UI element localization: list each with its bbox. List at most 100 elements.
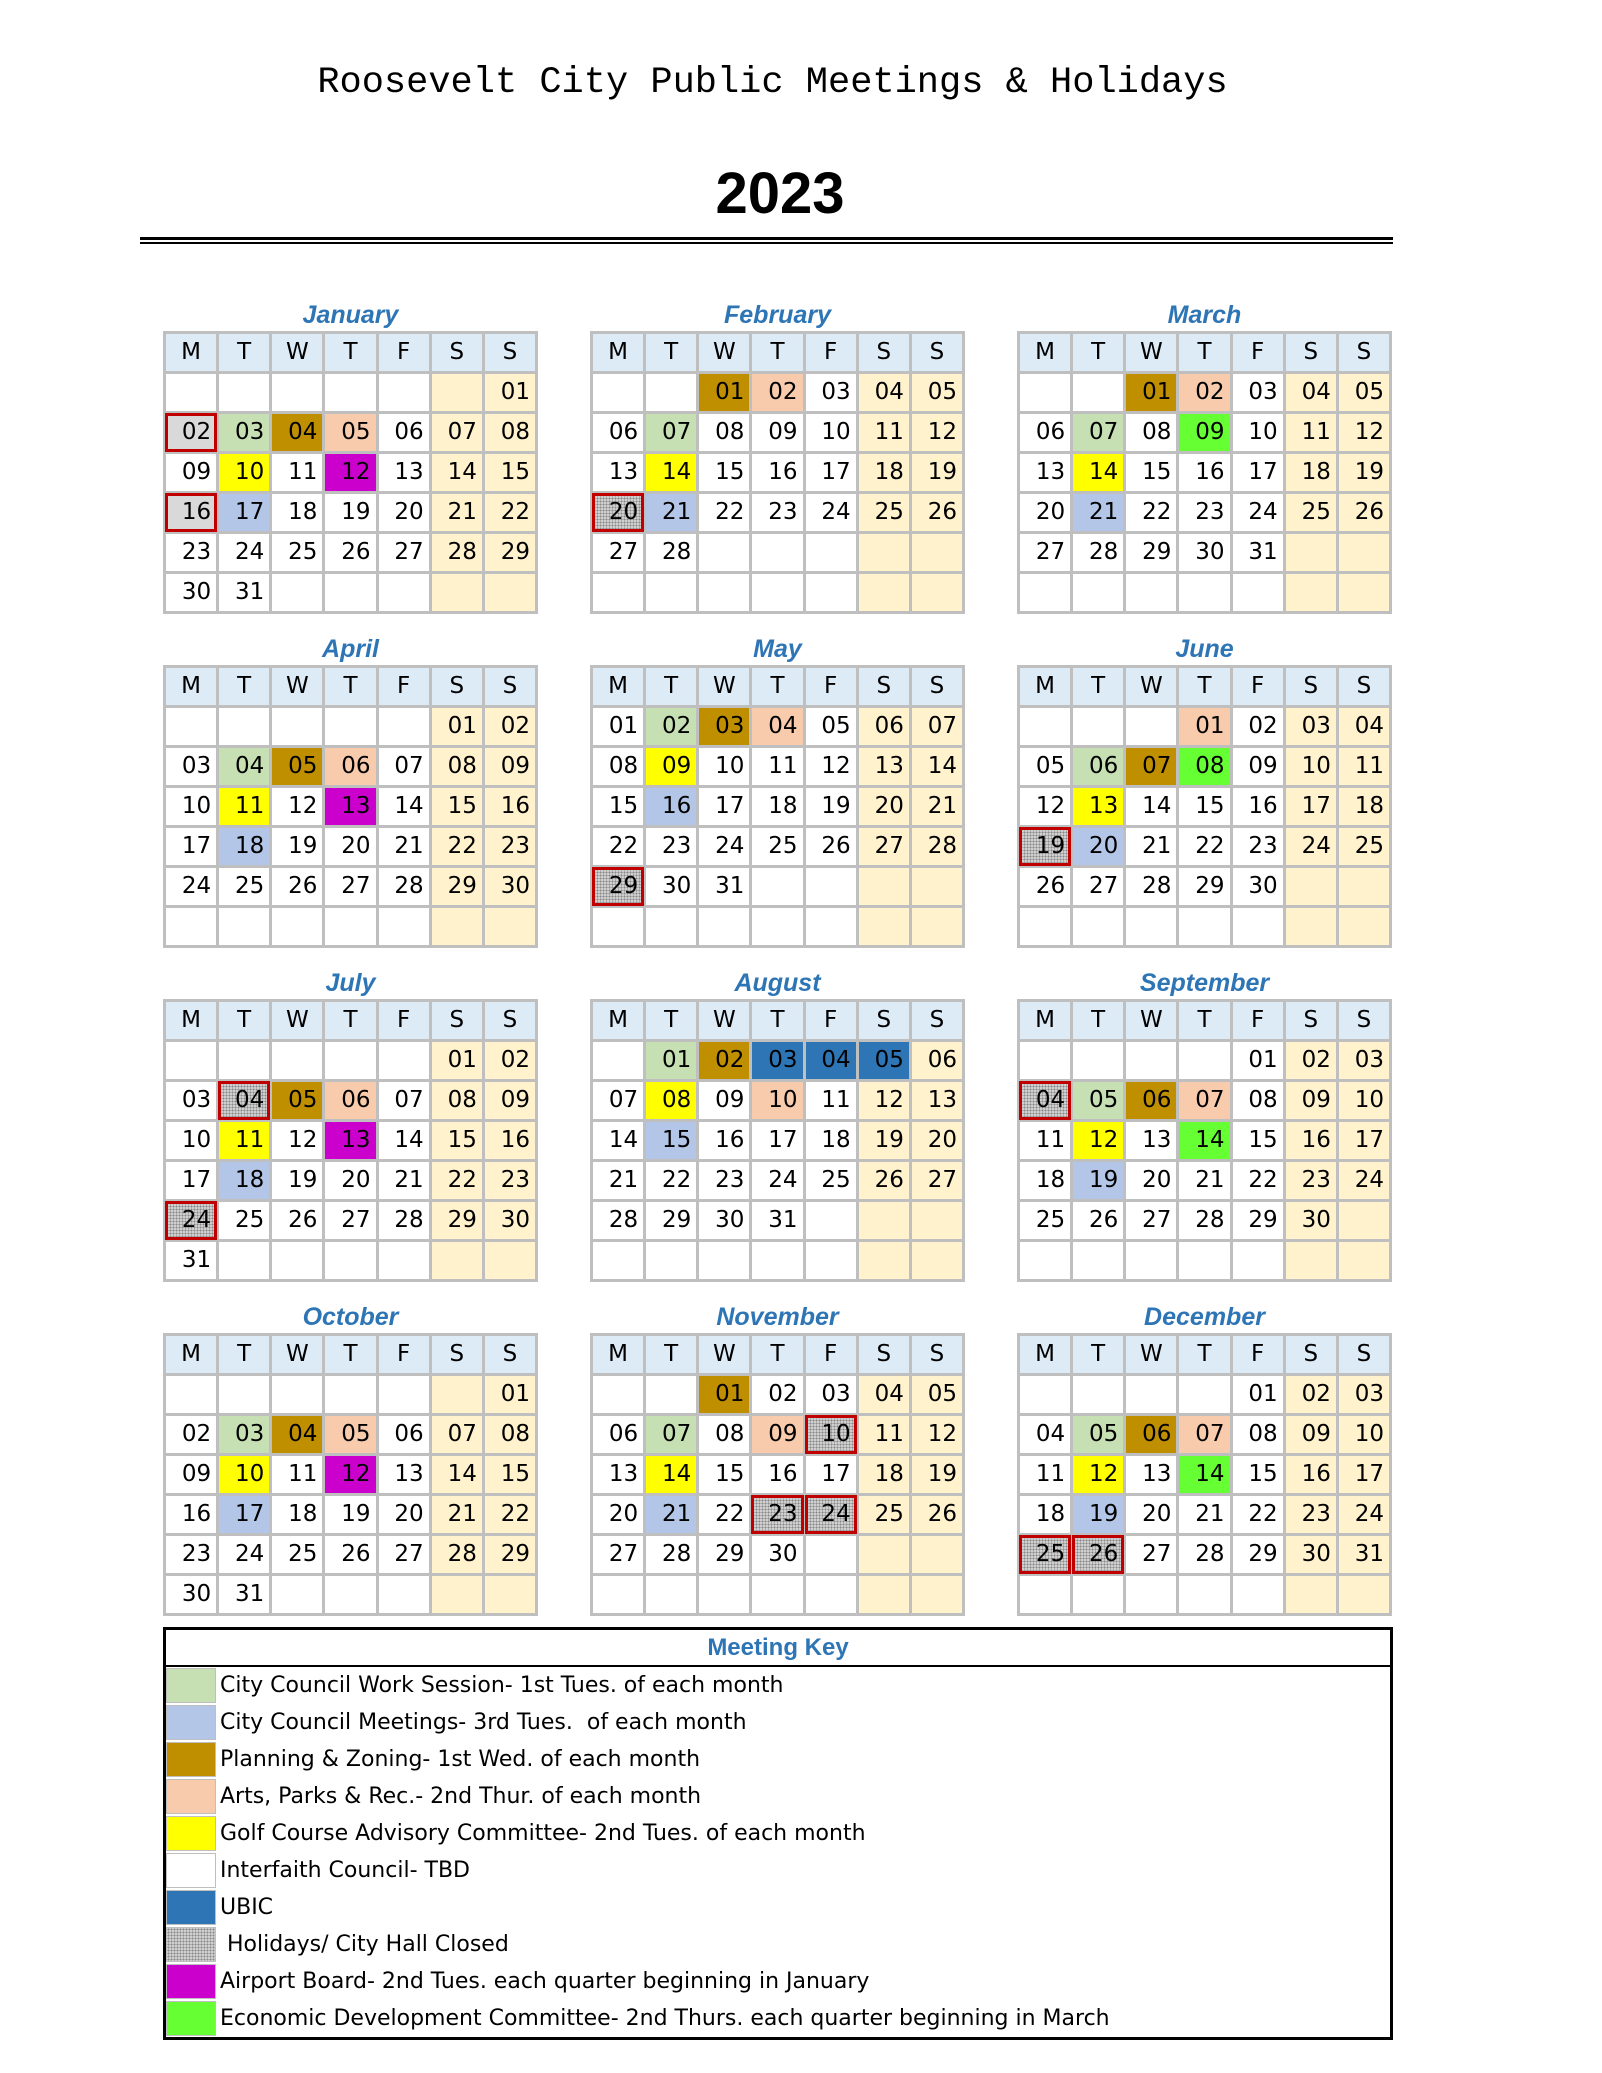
empty-cell	[1020, 374, 1071, 411]
day-cell: 29	[484, 534, 535, 571]
day-cell-gc: 10	[219, 1456, 270, 1493]
day-cell-gc: 11	[219, 788, 270, 825]
day-cell: 27	[1126, 1202, 1177, 1239]
weekday-header: W	[699, 1336, 750, 1373]
day-cell: 20	[858, 788, 909, 825]
day-cell: 11	[272, 454, 323, 491]
weekday-header: S	[858, 668, 909, 705]
month-october: October M T W T F S S 01 02 03 04 05 06 07 08 09 10 11 12 13…	[163, 1302, 538, 1616]
month-table: M T W T F S S 01 02 03 04 05 06 07 08 09 10 11 12 13 14 15 16 1…	[590, 1333, 965, 1616]
weekday-header: S	[431, 1002, 482, 1039]
day-cell: 03	[1285, 708, 1336, 745]
empty-cell	[1020, 708, 1071, 745]
day-cell: 17	[1232, 454, 1283, 491]
day-cell-hol: 25	[1018, 1535, 1072, 1574]
day-cell: 17	[1338, 1456, 1389, 1493]
empty-cell	[805, 1576, 856, 1613]
day-cell: 25	[219, 1202, 270, 1239]
day-cell-ws: 01	[646, 1042, 697, 1079]
day-cell: 01	[1232, 1376, 1283, 1413]
day-cell-hol: 20	[591, 493, 645, 532]
legend-label: UBIC	[220, 1895, 274, 1920]
day-cell-pz: 06	[1126, 1082, 1177, 1119]
day-cell: 08	[593, 748, 644, 785]
day-cell: 15	[431, 788, 482, 825]
day-cell: 03	[1232, 374, 1283, 411]
day-cell: 18	[272, 494, 323, 531]
day-cell: 19	[805, 788, 856, 825]
day-cell: 11	[1020, 1456, 1071, 1493]
day-cell: 29	[431, 868, 482, 905]
day-cell: 24	[1232, 494, 1283, 531]
day-cell: 15	[1179, 788, 1230, 825]
legend-swatch	[166, 1779, 216, 1814]
day-cell: 04	[858, 1376, 909, 1413]
day-cell: 20	[1126, 1496, 1177, 1533]
day-cell: 22	[646, 1162, 697, 1199]
empty-cell	[166, 708, 217, 745]
empty-cell	[378, 1242, 429, 1279]
day-cell: 04	[858, 374, 909, 411]
weekday-header: S	[911, 1336, 962, 1373]
month-june: June M T W T F S S 01 02 03 04 05 06 07 08 09 10 11 12 13 14 1…	[1017, 634, 1392, 948]
day-cell: 09	[1232, 748, 1283, 785]
empty-cell	[593, 908, 644, 945]
weekday-header: M	[166, 668, 217, 705]
empty-cell	[1285, 1242, 1336, 1279]
legend-item: Planning & Zoning- 1st Wed. of each mont…	[166, 1741, 1390, 1778]
empty-cell	[1285, 868, 1336, 905]
day-cell: 22	[1179, 828, 1230, 865]
empty-cell	[805, 1202, 856, 1239]
day-cell: 30	[166, 1576, 217, 1613]
day-cell-pz: 05	[272, 1082, 323, 1119]
day-cell: 23	[752, 494, 803, 531]
day-cell: 17	[752, 1122, 803, 1159]
day-cell-ed: 08	[1179, 748, 1230, 785]
day-cell: 30	[646, 868, 697, 905]
day-cell: 28	[378, 1202, 429, 1239]
title-divider	[140, 237, 1393, 244]
day-cell: 02	[1285, 1376, 1336, 1413]
day-cell: 19	[1338, 454, 1389, 491]
day-cell: 29	[484, 1536, 535, 1573]
day-cell-cc: 20	[1073, 828, 1124, 865]
weekday-header: S	[1285, 668, 1336, 705]
day-cell: 22	[484, 1496, 535, 1533]
empty-cell	[1073, 908, 1124, 945]
day-cell-ap: 04	[752, 708, 803, 745]
empty-cell	[1020, 574, 1071, 611]
empty-cell	[484, 1242, 535, 1279]
day-cell: 11	[1285, 414, 1336, 451]
day-cell: 17	[166, 1162, 217, 1199]
legend-swatch	[166, 1668, 216, 1703]
day-cell: 20	[378, 1496, 429, 1533]
weekday-header: T	[752, 1002, 803, 1039]
day-cell-cc: 19	[1073, 1496, 1124, 1533]
empty-cell	[1126, 1376, 1177, 1413]
weekday-header: S	[431, 334, 482, 371]
day-cell: 02	[1232, 708, 1283, 745]
month-title: July	[325, 969, 376, 997]
day-cell: 23	[484, 1162, 535, 1199]
weekday-header: W	[1126, 1336, 1177, 1373]
month-table: M T W T F S S 01 02 03 04 05 06 07 08 09 10 11 12 13 14 15 16 1…	[163, 1333, 538, 1616]
day-cell: 10	[1285, 748, 1336, 785]
day-cell: 06	[911, 1042, 962, 1079]
weekday-header: T	[1073, 1336, 1124, 1373]
empty-cell	[1232, 1576, 1283, 1613]
day-cell-cc: 19	[1073, 1162, 1124, 1199]
empty-cell	[219, 374, 270, 411]
empty-cell	[272, 708, 323, 745]
day-cell: 07	[431, 414, 482, 451]
day-cell: 21	[593, 1162, 644, 1199]
weekday-header: M	[166, 1336, 217, 1373]
day-cell: 06	[858, 708, 909, 745]
weekday-header: F	[1232, 1336, 1283, 1373]
day-cell: 09	[166, 1456, 217, 1493]
empty-cell	[431, 1576, 482, 1613]
empty-cell	[1285, 1576, 1336, 1613]
empty-cell	[1232, 574, 1283, 611]
day-cell: 21	[1179, 1496, 1230, 1533]
month-table: M T W T F S S 01 02 03 04 05 06 07 08 09 10 11 12 13 14 15 16 1…	[1017, 331, 1392, 614]
day-cell: 13	[378, 454, 429, 491]
